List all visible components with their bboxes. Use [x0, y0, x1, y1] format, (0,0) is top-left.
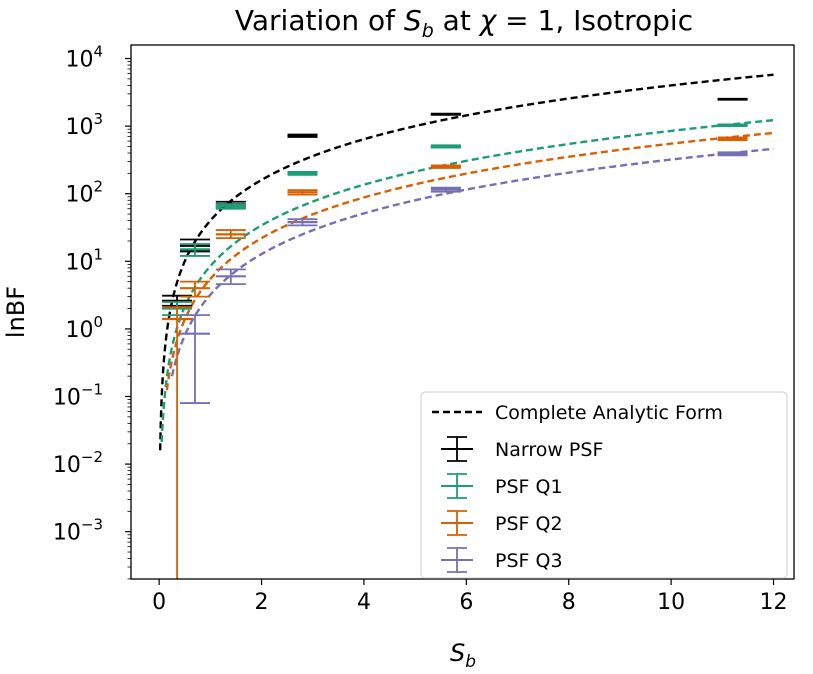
- x-tick-label: 6: [459, 590, 473, 615]
- analytic-curve: [160, 118, 774, 442]
- chart-title: Variation of Sb at χ = 1, Isotropic: [235, 4, 693, 42]
- legend-label: Narrow PSF: [495, 439, 603, 461]
- legend-label: Complete Analytic Form: [495, 402, 723, 424]
- legend-label: PSF Q1: [495, 476, 563, 498]
- analytic-curve: [170, 147, 774, 377]
- y-tick-label: 10−2: [53, 448, 103, 478]
- y-tick-label: 10−1: [53, 380, 103, 410]
- y-tick-label: 102: [65, 178, 103, 208]
- y-tick-label: 103: [65, 110, 103, 140]
- x-tick-label: 12: [760, 590, 788, 615]
- legend: Complete Analytic Form Narrow PSF PSF Q1 PS…: [420, 391, 788, 579]
- y-tick-label: 101: [65, 245, 103, 275]
- axes-frame: [130, 44, 795, 580]
- y-tick-label: 10−3: [53, 516, 103, 546]
- x-tick-label: 4: [357, 590, 371, 615]
- y-axis-label: lnBF: [2, 286, 30, 338]
- x-tick-label: 10: [657, 590, 685, 615]
- x-tick-label: 0: [152, 590, 166, 615]
- x-axis: 0 2 4 6 8 10 12: [152, 579, 788, 615]
- y-tick-label: 104: [65, 43, 103, 73]
- legend-label: PSF Q2: [495, 513, 563, 535]
- plot-area: [158, 73, 774, 579]
- y-axis: 104 103 102 101 100 10−1 10−2 10−3: [53, 43, 131, 580]
- legend-box: [420, 391, 788, 579]
- x-tick-label: 8: [562, 590, 576, 615]
- legend-label: PSF Q3: [495, 550, 563, 572]
- analytic-curve: [165, 131, 774, 391]
- x-tick-label: 2: [255, 590, 269, 615]
- x-axis-label: Sb: [450, 639, 476, 672]
- y-tick-label: 100: [65, 313, 103, 343]
